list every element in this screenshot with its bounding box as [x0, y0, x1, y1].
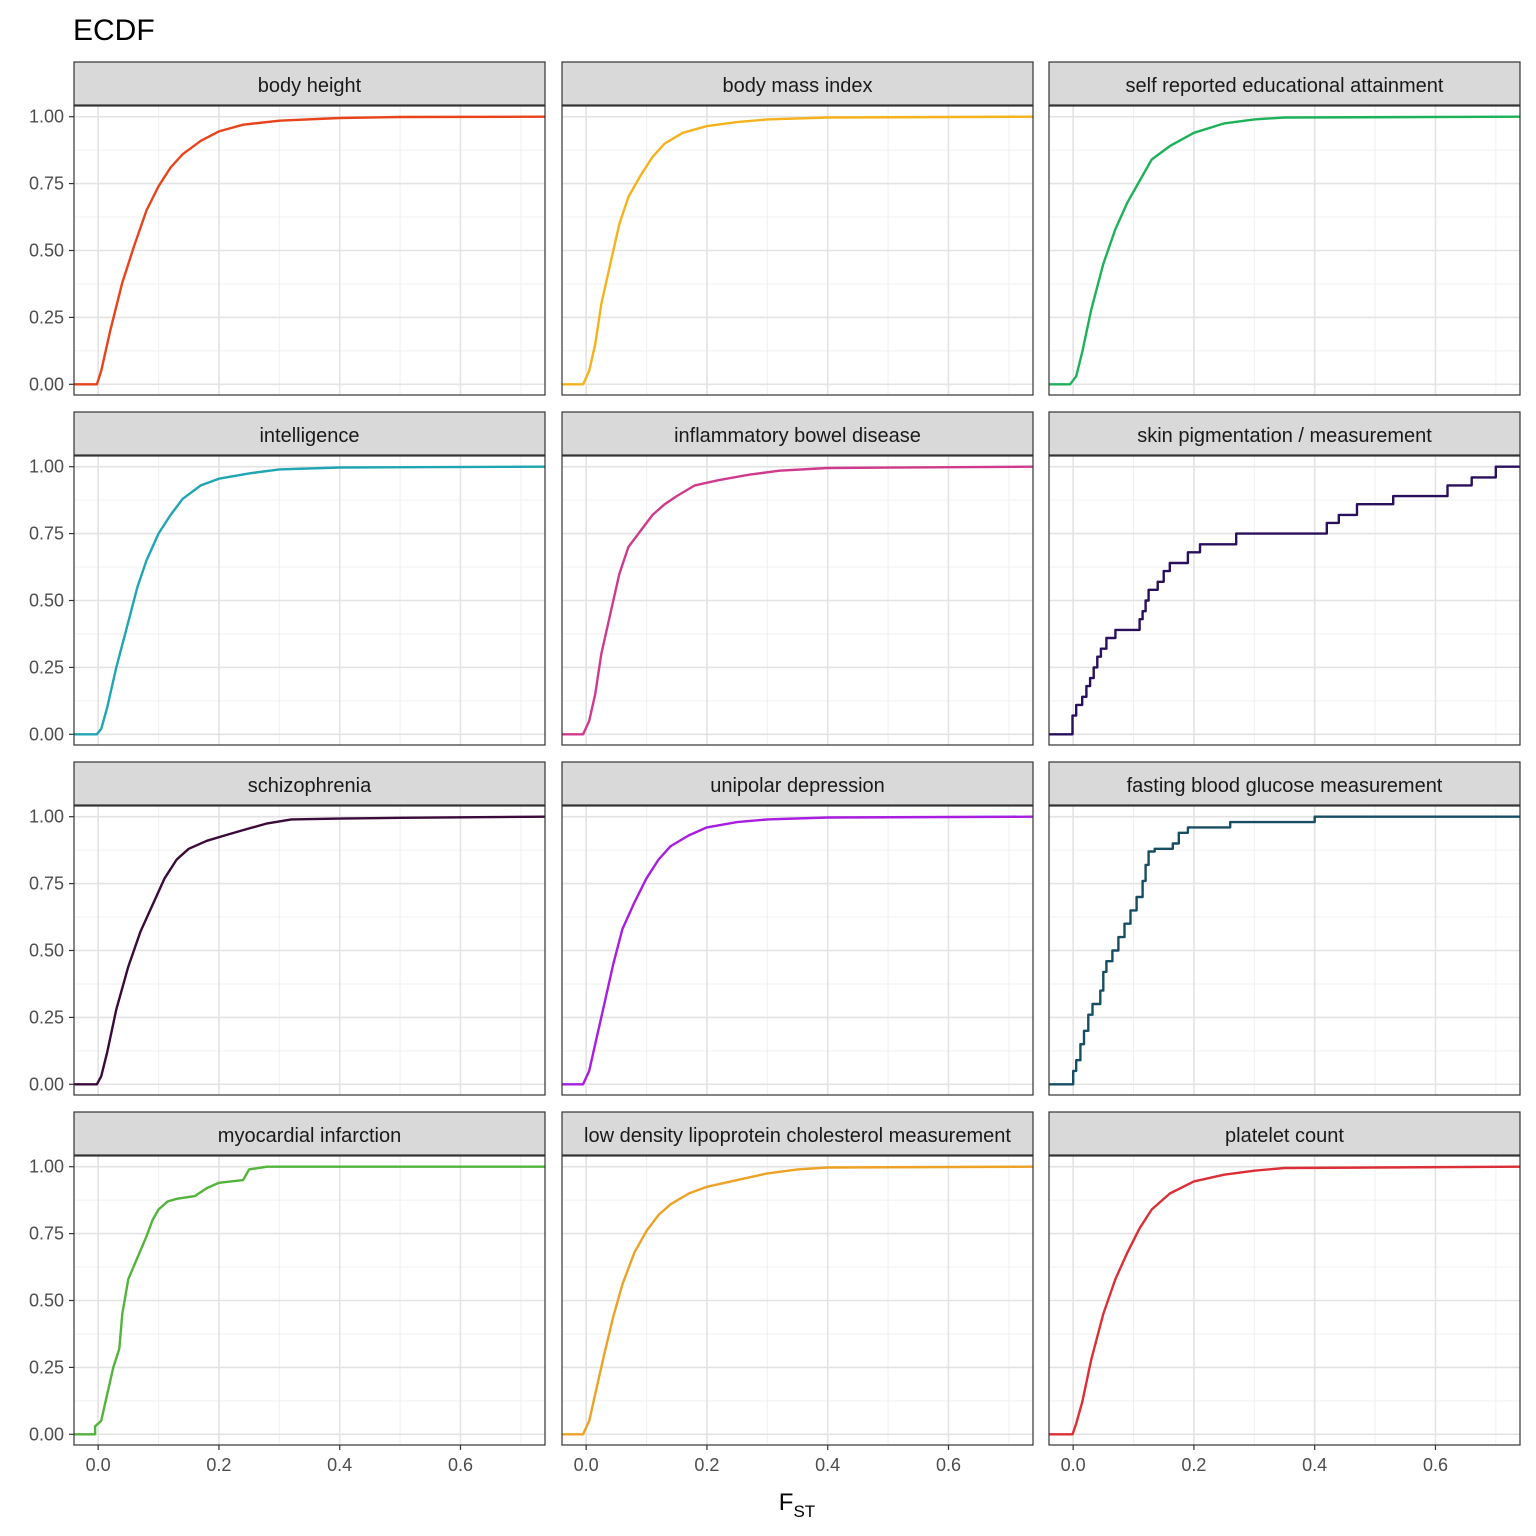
x-tick-label: 0.4	[1302, 1455, 1327, 1475]
x-tick-label: 0.4	[815, 1455, 840, 1475]
facet-panel: body height 0.00 0.25 0.50 0.75 1.00	[29, 61, 546, 396]
facet-strip-label: inflammatory bowel disease	[674, 425, 921, 447]
facet-panel: intelligence 0.00 0.25 0.50 0.75 1.00	[29, 411, 546, 746]
y-tick-label: 1.00	[29, 457, 64, 477]
y-tick-label: 0.75	[29, 1224, 64, 1244]
facet-strip	[73, 1111, 546, 1156]
ecdf-series-line	[1049, 115, 1520, 386]
y-tick-label: 1.00	[29, 107, 64, 127]
chart-title: ECDF	[73, 14, 155, 47]
ecdf-series-line	[1049, 1165, 1520, 1436]
facet-strip-label: low density lipoprotein cholesterol meas…	[584, 1125, 1011, 1147]
facet-panel: unipolar depression	[561, 761, 1034, 1096]
x-tick-label: 0.2	[1181, 1455, 1206, 1475]
facet-panel: inflammatory bowel disease	[561, 411, 1034, 746]
x-tick-label: 0.6	[1423, 1455, 1448, 1475]
panel-border	[561, 1155, 1034, 1446]
y-tick-label: 0.00	[29, 1424, 64, 1444]
panel-border	[1048, 105, 1521, 396]
y-tick-label: 0.25	[29, 657, 64, 677]
y-tick-label: 0.50	[29, 591, 64, 611]
facet-strip	[561, 411, 1034, 456]
ecdf-series-line	[74, 465, 545, 736]
ecdf-series-line	[562, 465, 1033, 736]
x-tick-label: 0.4	[327, 1455, 352, 1475]
facet-panel: skin pigmentation / measurement	[1048, 411, 1521, 746]
facet-strip-label: intelligence	[259, 425, 359, 447]
panel-border	[1048, 805, 1521, 1096]
y-tick-label: 0.25	[29, 1357, 64, 1377]
y-tick-label: 0.00	[29, 724, 64, 744]
y-tick-label: 0.25	[29, 1007, 64, 1027]
y-tick-label: 0.75	[29, 174, 64, 194]
facet-strip-label: myocardial infarction	[218, 1125, 401, 1147]
facet-strip-label: platelet count	[1225, 1125, 1344, 1147]
x-tick-label: 0.0	[1061, 1455, 1086, 1475]
ecdf-series-line	[1049, 815, 1520, 1086]
ecdf-series-line	[562, 815, 1033, 1086]
facet-strip	[73, 61, 546, 106]
facet-strip	[561, 61, 1034, 106]
x-tick-label: 0.6	[448, 1455, 473, 1475]
x-tick-label: 0.0	[86, 1455, 111, 1475]
facet-panel: body mass index	[561, 61, 1034, 396]
y-tick-label: 0.50	[29, 1291, 64, 1311]
facet-strip-label: self reported educational attainment	[1126, 75, 1444, 97]
x-tick-label: 0.2	[694, 1455, 719, 1475]
x-axis-label-main: F	[779, 1489, 794, 1516]
facet-strip	[73, 761, 546, 806]
facet-strip	[73, 411, 546, 456]
y-tick-label: 0.50	[29, 241, 64, 261]
facet-panel: fasting blood glucose measurement	[1048, 761, 1521, 1096]
ecdf-series-line	[1049, 465, 1520, 736]
facet-strip	[1048, 1111, 1521, 1156]
x-tick-label: 0.6	[936, 1455, 961, 1475]
facet-panel: myocardial infarction 0.00 0.25 0.50 0.75 1.0…	[29, 1111, 546, 1475]
ecdf-series-line	[74, 115, 545, 386]
y-tick-label: 0.00	[29, 374, 64, 394]
facet-strip-label: unipolar depression	[710, 775, 885, 797]
y-tick-label: 0.75	[29, 524, 64, 544]
facet-strip	[1048, 761, 1521, 806]
x-axis-label-subscript: ST	[793, 1502, 815, 1521]
y-tick-label: 0.00	[29, 1074, 64, 1094]
y-tick-label: 1.00	[29, 1157, 64, 1177]
panels-layer: body height 0.00 0.25 0.50 0.75 1.00 body mass…	[29, 61, 1521, 1475]
facet-strip-label: fasting blood glucose measurement	[1127, 775, 1443, 797]
y-tick-label: 1.00	[29, 807, 64, 827]
facet-strip	[1048, 61, 1521, 106]
panel-border	[1048, 1155, 1521, 1446]
facet-strip-label: skin pigmentation / measurement	[1137, 425, 1432, 447]
facet-panel: schizophrenia 0.00 0.25 0.50 0.75 1.00	[29, 761, 546, 1096]
ecdf-series-line	[74, 1165, 545, 1436]
facet-panel: self reported educational attainment	[1048, 61, 1521, 396]
panel-border	[561, 455, 1034, 746]
panel-border	[1048, 455, 1521, 746]
y-tick-label: 0.50	[29, 941, 64, 961]
facet-strip	[1048, 411, 1521, 456]
facet-panel: platelet count 0.0 0.2 0.4 0.6	[1048, 1111, 1521, 1475]
x-tick-label: 0.2	[206, 1455, 231, 1475]
facet-panel: low density lipoprotein cholesterol meas…	[561, 1111, 1034, 1475]
facet-strip-label: body mass index	[722, 75, 872, 97]
y-tick-label: 0.25	[29, 307, 64, 327]
facet-strip	[561, 761, 1034, 806]
panel-border	[561, 805, 1034, 1096]
x-axis-label: FST	[779, 1489, 815, 1521]
facet-strip	[561, 1111, 1034, 1156]
facet-strip-label: body height	[258, 75, 362, 97]
facet-strip-label: schizophrenia	[248, 775, 372, 797]
ecdf-series-line	[562, 115, 1033, 386]
y-tick-label: 0.75	[29, 874, 64, 894]
ecdf-series-line	[74, 815, 545, 1086]
ecdf-series-line	[562, 1165, 1033, 1436]
panel-border	[561, 105, 1034, 396]
x-tick-label: 0.0	[574, 1455, 599, 1475]
